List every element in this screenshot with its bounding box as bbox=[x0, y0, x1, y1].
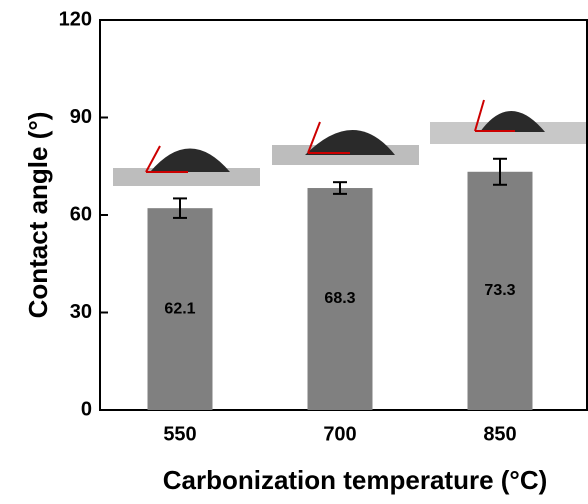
y-tick-label: 60 bbox=[70, 203, 92, 225]
y-tick-label: 120 bbox=[59, 8, 92, 30]
x-tick-label: 550 bbox=[163, 423, 196, 445]
value-label: 62.1 bbox=[164, 300, 195, 317]
bar bbox=[147, 208, 213, 410]
x-tick-label: 850 bbox=[483, 423, 516, 445]
value-label: 68.3 bbox=[324, 290, 355, 307]
droplet-image bbox=[113, 145, 260, 186]
x-axis-title: Carbonization temperature (°C) bbox=[163, 465, 548, 495]
y-axis-title: Contact angle (°) bbox=[23, 112, 53, 319]
y-tick-label: 90 bbox=[70, 106, 92, 128]
bar bbox=[307, 188, 373, 410]
inset-images bbox=[113, 99, 588, 186]
value-label: 73.3 bbox=[484, 282, 515, 299]
y-tick-label: 0 bbox=[81, 398, 92, 420]
y-tick-label: 30 bbox=[70, 301, 92, 323]
bar bbox=[467, 171, 533, 410]
droplet-image bbox=[430, 99, 588, 144]
x-tick-label: 700 bbox=[323, 423, 356, 445]
droplet-image bbox=[272, 121, 419, 165]
